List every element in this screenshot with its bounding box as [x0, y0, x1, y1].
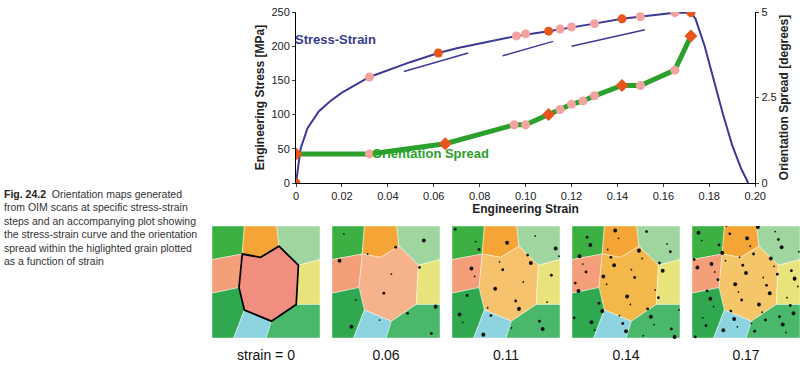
svg-text:5: 5 — [761, 6, 767, 18]
svg-text:0.04: 0.04 — [377, 190, 398, 202]
svg-text:0.10: 0.10 — [515, 190, 536, 202]
html-text:0.14: 0.14 — [612, 347, 640, 363]
svg-text:0.02: 0.02 — [331, 190, 352, 202]
svg-text:0.12: 0.12 — [561, 190, 582, 202]
svg-text:0.08: 0.08 — [469, 190, 490, 202]
svg-text:0: 0 — [761, 177, 767, 189]
svg-text:0.16: 0.16 — [653, 190, 674, 202]
svg-text:100: 100 — [271, 108, 289, 120]
svg-text:Orientation Spread: Orientation Spread — [372, 146, 489, 161]
svg-text:Orientation Spread [degrees]: Orientation Spread [degrees] — [777, 15, 791, 180]
svg-text:2.5: 2.5 — [761, 91, 776, 103]
svg-text:200: 200 — [271, 40, 289, 52]
svg-text:0: 0 — [293, 190, 299, 202]
html-text:strain = 0: strain = 0 — [237, 347, 295, 363]
svg-text:0: 0 — [284, 177, 290, 189]
svg-text:150: 150 — [271, 74, 289, 86]
svg-text:0.06: 0.06 — [423, 190, 444, 202]
svg-text:0.18: 0.18 — [699, 190, 720, 202]
html-text:0.11: 0.11 — [492, 347, 520, 363]
html-text:Fig. 24.2 Orientation maps gen: Fig. 24.2 Orientation maps generated fro… — [4, 188, 198, 268]
svg-text:250: 250 — [271, 6, 289, 18]
svg-text:0.20: 0.20 — [744, 190, 765, 202]
svg-text:0.14: 0.14 — [607, 190, 628, 202]
svg-text:Engineering Stress [MPa]: Engineering Stress [MPa] — [253, 25, 267, 170]
svg-text:Stress-Strain: Stress-Strain — [295, 32, 376, 47]
svg-text:Engineering Strain: Engineering Strain — [472, 202, 579, 216]
html-text:0.17: 0.17 — [732, 347, 760, 363]
html-text:0.06: 0.06 — [372, 347, 400, 363]
svg-text:50: 50 — [278, 143, 290, 155]
